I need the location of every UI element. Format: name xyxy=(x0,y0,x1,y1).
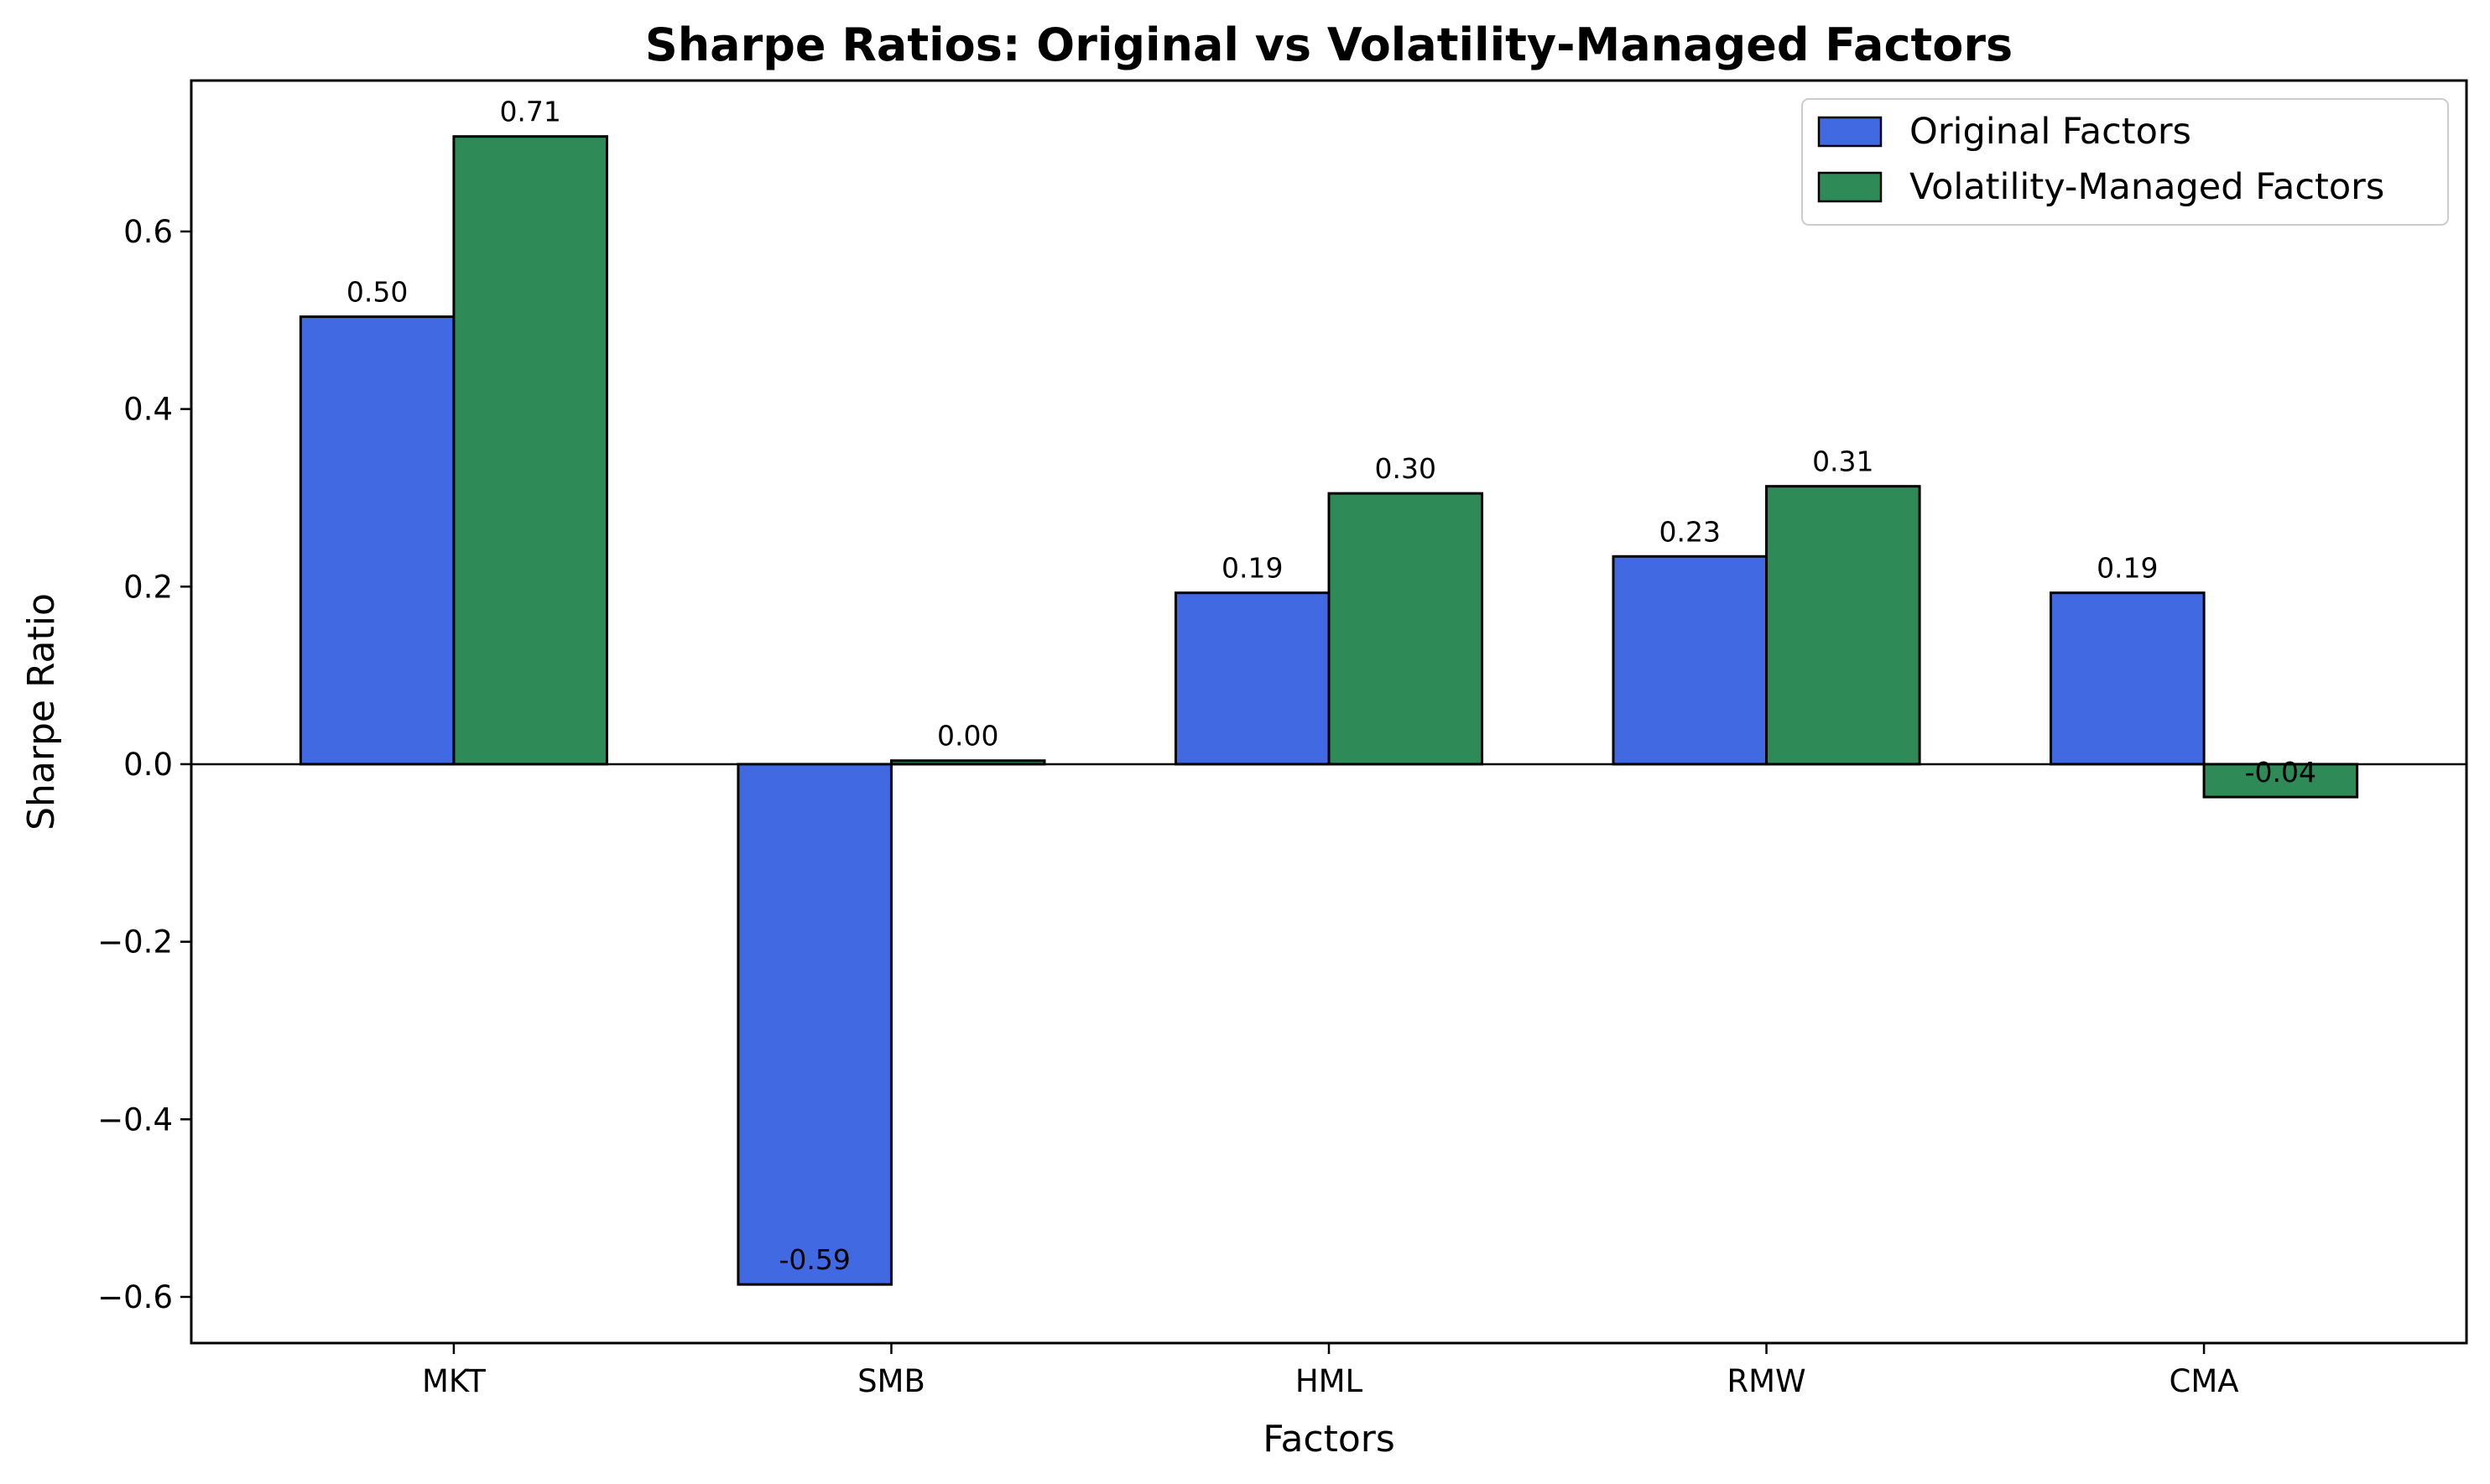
bar-smb-series-2 xyxy=(889,759,1046,766)
bar-value-label: 0.19 xyxy=(2097,552,2158,585)
y-axis-label: Sharpe Ratio xyxy=(20,593,63,831)
y-tick-label: 0.6 xyxy=(123,214,173,250)
bar-value-label: -0.04 xyxy=(2245,756,2316,789)
legend-box xyxy=(1801,98,2449,226)
bar-rmw-series-2 xyxy=(1765,485,1921,766)
y-tick-label: −0.4 xyxy=(97,1101,173,1138)
plot-area: 0.50 -0.59 0.19 0.23 0.19 0.71 0.00 0.30 0.31 -0.… xyxy=(97,96,2467,1399)
bar-value-label: -0.59 xyxy=(779,1243,850,1276)
x-tick-label: RMW xyxy=(1727,1363,1805,1399)
bar-rmw-series-1 xyxy=(1612,555,1769,766)
x-tick-label: HML xyxy=(1295,1363,1363,1399)
bar-cma-series-1 xyxy=(2050,591,2206,766)
legend-label: Original Factors xyxy=(1909,111,2191,153)
bar-value-label: 0.50 xyxy=(346,276,408,309)
bar-mkt-series-2 xyxy=(452,135,608,766)
bar-hml-series-1 xyxy=(1174,591,1331,766)
bar-smb-series-1 xyxy=(737,763,893,1286)
bar-value-label: 0.23 xyxy=(1659,515,1721,548)
chart-title: Sharpe Ratios: Original vs Volatility-Ma… xyxy=(645,18,2013,71)
bar-mkt-series-1 xyxy=(299,315,456,766)
y-tick-label: 0.4 xyxy=(123,392,173,428)
legend-label: Volatility-Managed Factors xyxy=(1909,166,2384,208)
x-tick-label: CMA xyxy=(2170,1363,2239,1399)
legend: Original Factors Volatility-Managed Facto… xyxy=(1801,98,2449,226)
legend-swatch xyxy=(1817,171,1883,203)
y-tick-label: −0.2 xyxy=(97,924,173,961)
legend-swatch xyxy=(1817,116,1883,148)
y-tick-label: 0.0 xyxy=(123,747,173,783)
bar-value-label: 0.00 xyxy=(937,720,998,752)
bar-value-label: 0.30 xyxy=(1375,452,1436,485)
bar-hml-series-2 xyxy=(1327,492,1484,766)
bar-cma-series-2 xyxy=(2202,763,2359,799)
bar-value-label: 0.19 xyxy=(1222,552,1283,585)
x-tick-label: SMB xyxy=(857,1363,925,1399)
bar-value-label: 0.71 xyxy=(499,96,560,128)
x-tick-label: MKT xyxy=(422,1363,486,1399)
plot-frame xyxy=(190,79,2468,1345)
y-tick-label: 0.2 xyxy=(123,569,173,605)
y-tick-label: −0.6 xyxy=(97,1279,173,1315)
x-axis-label: Factors xyxy=(1263,1418,1395,1461)
bar-value-label: 0.31 xyxy=(1812,445,1873,478)
